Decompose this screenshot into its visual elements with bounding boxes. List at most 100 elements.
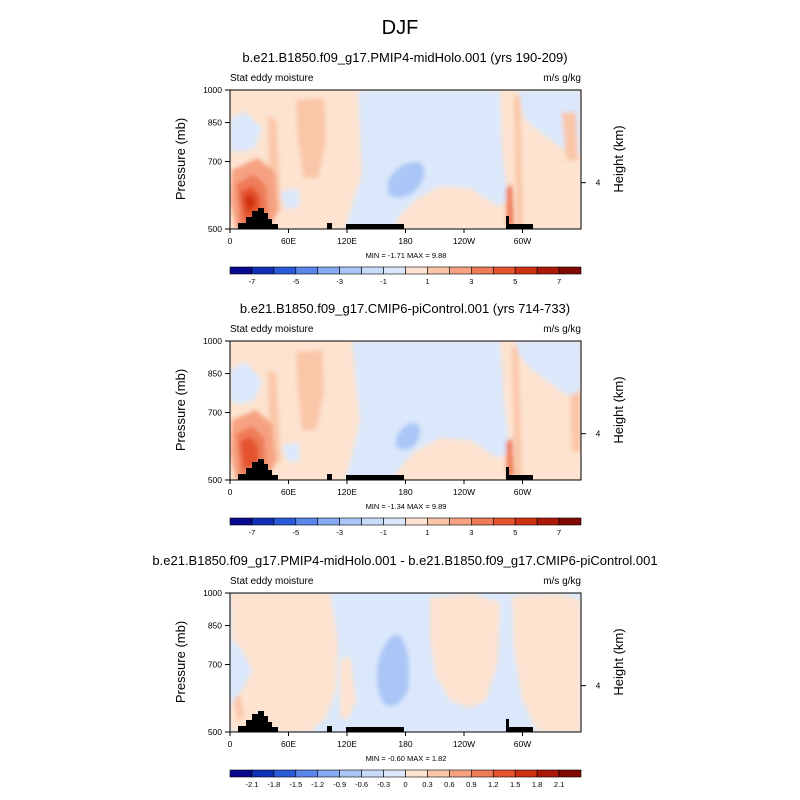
colorbar-cell (427, 769, 450, 778)
colorbar-cell (405, 517, 428, 526)
panel-3: b.e21.B1850.f09_g17.PMIP4-midHolo.001 - … (152, 553, 657, 789)
panel-2-positive-band-4 (512, 346, 522, 478)
y-tick-label: 700 (208, 660, 222, 670)
y-tick-label: 500 (208, 727, 222, 737)
colorbar-cell (229, 517, 253, 526)
colorbar-label: 1 (425, 528, 429, 537)
colorbar-label: 0.6 (444, 780, 454, 789)
y-tick-label: 850 (208, 118, 222, 128)
panel-2-negative-region-atlantic (514, 341, 581, 400)
colorbar-cell (471, 266, 494, 275)
y-tick-label: 700 (208, 157, 222, 167)
x-tick-label: 60W (514, 236, 531, 246)
colorbar-cell (471, 769, 494, 778)
colorbar-cell (383, 517, 406, 526)
panel-2-units: m/s g/kg (543, 324, 581, 335)
panel-2-positive-band-2 (570, 390, 581, 452)
panel-3-left-label: Stat eddy moisture (230, 576, 314, 587)
panel-2-axes: 500 700 850 1000 4 0 60E 120E 180 120W 60W (203, 336, 601, 497)
panel-1-colorbar: -7 -5 -3 -1 1 3 5 7 (229, 266, 582, 286)
colorbar-label: -5 (292, 277, 299, 286)
panel-3-positive-region-east (512, 594, 581, 732)
panel-3-y-label: Pressure (mb) (173, 621, 188, 703)
panel-1-title: b.e21.B1850.f09_g17.PMIP4-midHolo.001 (y… (242, 50, 567, 65)
panel-2-colorbar: -7 -5 -3 -1 1 3 5 7 (229, 517, 582, 537)
colorbar-cell (229, 769, 253, 778)
colorbar-label: 7 (557, 528, 561, 537)
right-tick-label: 4 (596, 178, 601, 188)
y-tick-label: 700 (208, 408, 222, 418)
colorbar-cell (317, 517, 340, 526)
colorbar-label: -1.5 (289, 780, 302, 789)
panel-1-negative-region-lowlevel (280, 188, 300, 210)
colorbar-label: -1 (380, 528, 387, 537)
colorbar-cell (273, 266, 297, 275)
colorbar-cell (229, 266, 253, 275)
colorbar-label: 2.1 (554, 780, 564, 789)
colorbar-cell (449, 769, 472, 778)
colorbar-label: -1.2 (311, 780, 324, 789)
x-tick-label: 60E (281, 739, 296, 749)
panel-1-topography (238, 208, 533, 229)
x-tick-label: 120W (453, 487, 475, 497)
colorbar-cell (295, 266, 319, 275)
panel-1-maximum-peak (244, 194, 256, 212)
panel-1-positive-band-4 (514, 96, 523, 228)
colorbar-cell (514, 266, 538, 275)
colorbar-cell (339, 769, 362, 778)
colorbar-cell (536, 266, 560, 275)
panel-1-core-minimum (388, 161, 425, 198)
panel-1-stats: MIN = -1.71 MAX = 9.88 (366, 251, 447, 260)
colorbar-label: 0 (403, 780, 407, 789)
colorbar-label: -0.3 (377, 780, 390, 789)
colorbar-label: -7 (249, 528, 256, 537)
colorbar-label: -3 (336, 528, 343, 537)
panel-2-y-label-right: Height (km) (611, 376, 626, 443)
colorbar-cell (383, 769, 406, 778)
colorbar-cell (514, 517, 538, 526)
x-tick-label: 60E (281, 236, 296, 246)
y-tick-label: 1000 (203, 336, 222, 346)
x-tick-label: 180 (398, 236, 412, 246)
panel-2-field (230, 341, 581, 480)
panel-3-positive-region-band (340, 656, 356, 720)
panel-2-negative-region-lowlevel (282, 442, 300, 462)
colorbar-label: 1.2 (488, 780, 498, 789)
x-tick-label: 60W (514, 739, 531, 749)
panel-2-left-label: Stat eddy moisture (230, 324, 314, 335)
colorbar-cell (405, 769, 428, 778)
colorbar-label: 1 (425, 277, 429, 286)
colorbar-cell (361, 266, 384, 275)
colorbar-cell (273, 517, 297, 526)
x-tick-label: 120E (337, 487, 357, 497)
colorbar-label: 5 (513, 528, 517, 537)
colorbar-label: 1.5 (510, 780, 520, 789)
panel-2-negative-region-highlat (230, 362, 262, 404)
panel-3-title: b.e21.B1850.f09_g17.PMIP4-midHolo.001 - … (152, 553, 657, 568)
x-tick-label: 120W (453, 739, 475, 749)
colorbar-label: -5 (292, 528, 299, 537)
colorbar-label: 0.9 (466, 780, 476, 789)
panel-2-topography (238, 459, 533, 480)
panel-3-units: m/s g/kg (543, 576, 581, 587)
colorbar-label: -7 (249, 277, 256, 286)
colorbar-cell (317, 266, 340, 275)
colorbar-cell (536, 769, 560, 778)
colorbar-cell (251, 769, 275, 778)
panel-1-atlantic-peak (506, 184, 514, 225)
colorbar-label: 1.8 (532, 780, 542, 789)
panel-1-positive-band-2 (562, 112, 578, 160)
panel-3-axes: 500 700 850 1000 4 0 60E 120E 180 120W 60W (203, 588, 601, 749)
x-tick-label: 0 (228, 739, 233, 749)
colorbar-cell (558, 769, 582, 778)
colorbar-label: 7 (557, 277, 561, 286)
panel-2-y-label: Pressure (mb) (173, 369, 188, 451)
panel-1-field (230, 90, 581, 229)
panel-3-topography (238, 711, 533, 732)
panel-3-positive-region-west (230, 593, 338, 732)
colorbar-label: -2.1 (245, 780, 258, 789)
panel-2-core-minimum (396, 423, 421, 450)
colorbar-label: 3 (469, 528, 473, 537)
x-tick-label: 0 (228, 236, 233, 246)
